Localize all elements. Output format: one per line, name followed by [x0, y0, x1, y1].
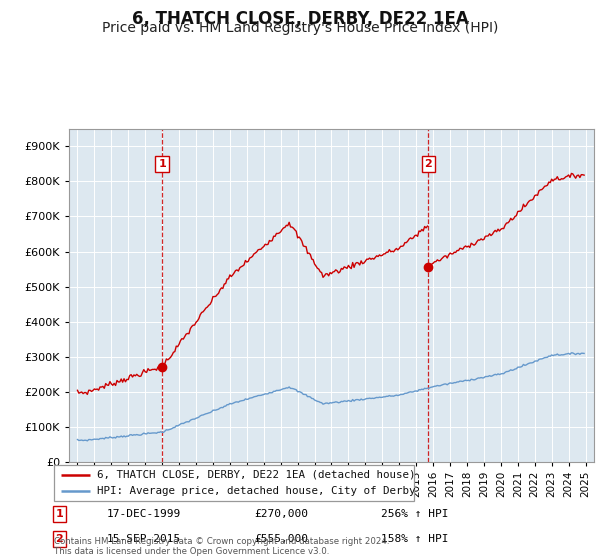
- Text: 15-SEP-2015: 15-SEP-2015: [107, 534, 181, 544]
- Text: 256% ↑ HPI: 256% ↑ HPI: [382, 509, 449, 519]
- FancyBboxPatch shape: [54, 465, 414, 501]
- Text: 158% ↑ HPI: 158% ↑ HPI: [382, 534, 449, 544]
- Text: HPI: Average price, detached house, City of Derby: HPI: Average price, detached house, City…: [97, 487, 416, 496]
- Text: 17-DEC-1999: 17-DEC-1999: [107, 509, 181, 519]
- Text: £270,000: £270,000: [254, 509, 308, 519]
- Text: 6, THATCH CLOSE, DERBY, DE22 1EA: 6, THATCH CLOSE, DERBY, DE22 1EA: [131, 10, 469, 27]
- Text: Price paid vs. HM Land Registry's House Price Index (HPI): Price paid vs. HM Land Registry's House …: [102, 21, 498, 35]
- Text: 2: 2: [55, 534, 63, 544]
- Text: Contains HM Land Registry data © Crown copyright and database right 2024.
This d: Contains HM Land Registry data © Crown c…: [54, 536, 389, 556]
- Text: 2: 2: [424, 159, 432, 169]
- Text: 1: 1: [55, 509, 63, 519]
- Text: £555,000: £555,000: [254, 534, 308, 544]
- Text: 6, THATCH CLOSE, DERBY, DE22 1EA (detached house): 6, THATCH CLOSE, DERBY, DE22 1EA (detach…: [97, 470, 416, 479]
- Text: 1: 1: [158, 159, 166, 169]
